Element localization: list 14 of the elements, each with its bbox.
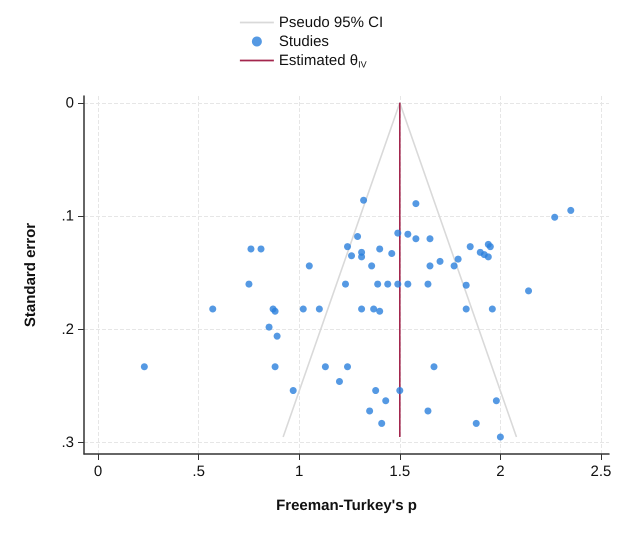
x-tick-label: 1.5 xyxy=(389,463,410,480)
y-tick-label: .1 xyxy=(61,208,74,225)
y-tick-label: .2 xyxy=(61,320,74,338)
y-axis-title: Standard error xyxy=(22,222,39,328)
x-tick-label: 0 xyxy=(94,463,102,480)
x-axis-title: Freeman-Turkey's p xyxy=(276,497,417,514)
legend-label: Studies xyxy=(278,33,329,50)
x-tick-label: 2 xyxy=(496,463,505,480)
y-tick-label: .3 xyxy=(61,434,74,452)
legend-label: Pseudo 95% CI xyxy=(278,14,384,31)
x-tick-label: 2.5 xyxy=(590,463,612,480)
x-tick-label: .5 xyxy=(192,463,205,480)
x-tick-label: 1 xyxy=(295,463,304,480)
y-tick-label: 0 xyxy=(66,94,74,112)
